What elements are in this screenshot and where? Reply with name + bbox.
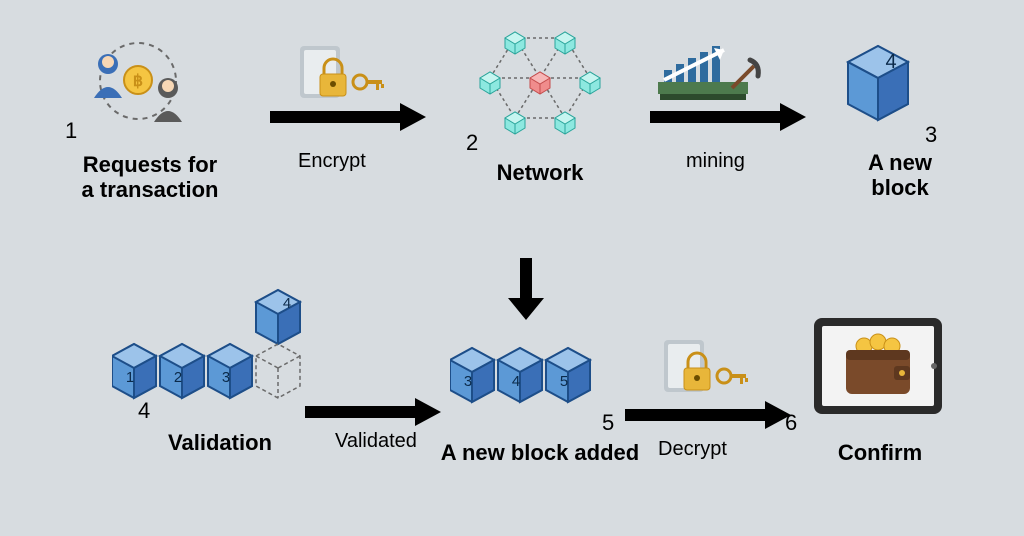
cube-face-label: 3	[464, 373, 472, 390]
step-number-6: 6	[785, 410, 797, 436]
step-label-5: A new block added	[430, 440, 650, 465]
step-label-1: Requests for a transaction	[65, 152, 235, 203]
arrow-1	[270, 101, 428, 138]
step-label-2: Network	[480, 160, 600, 185]
step-number-4: 4	[138, 398, 150, 424]
arrow-3	[305, 396, 443, 433]
cube-face-label: 4	[885, 51, 896, 73]
step-label-6: Confirm	[820, 440, 940, 465]
step-label-4: Validation	[150, 430, 290, 455]
arrow-label-2: mining	[686, 150, 745, 173]
validation-chain-icon: 4 1 2 3	[112, 282, 322, 417]
step-number-5: 5	[602, 410, 614, 436]
arrow-label-1: Encrypt	[298, 150, 366, 173]
new-block-cube: 4	[828, 32, 928, 137]
decrypt-lock-icon	[660, 334, 750, 409]
transaction-icon: ฿	[78, 36, 198, 131]
step-label-3: A new block	[850, 150, 950, 201]
cube-face-label: 5	[560, 373, 568, 390]
cube-face-label: 4	[283, 295, 291, 312]
arrow-2	[650, 101, 808, 138]
confirm-wallet-icon	[808, 312, 948, 427]
cube-face-label: 3	[222, 369, 230, 386]
arrow-label-3: Validated	[335, 430, 417, 453]
arrow-label-4: Decrypt	[658, 438, 727, 461]
step-number-3: 3	[925, 122, 937, 148]
down-arrow	[506, 258, 546, 333]
cube-face-label: 2	[174, 369, 182, 386]
block-added-chain-icon: 3 4 5	[450, 342, 610, 417]
arrow-4	[625, 399, 793, 436]
step-number-2: 2	[466, 130, 478, 156]
cube-face-label: 4	[512, 373, 520, 390]
cube-face-label: 1	[126, 369, 134, 386]
svg-text:฿: ฿	[133, 73, 143, 90]
network-icon	[470, 18, 610, 143]
step-number-1: 1	[65, 118, 77, 144]
